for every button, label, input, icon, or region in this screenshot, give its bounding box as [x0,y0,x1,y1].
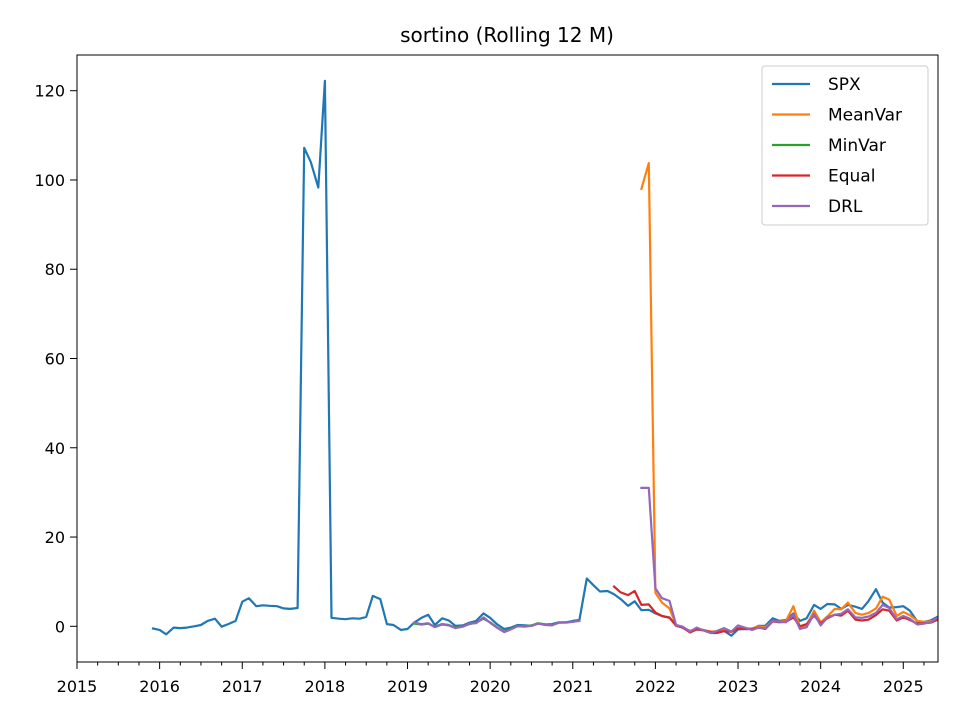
y-tick-label: 120 [34,82,65,101]
legend-box [761,65,929,226]
series-line-meanvar [640,161,938,634]
y-tick-label: 100 [34,171,65,190]
x-tick-label: 2019 [387,677,428,696]
legend-label: Equal [828,167,875,187]
y-axis: 0 20 40 60 80 100 120 [34,82,77,636]
legend-label: MinVar [828,136,886,156]
chart-title: sortino (Rolling 12 M) [400,23,614,47]
x-tick-label: 2025 [883,677,924,696]
y-tick-label: 40 [45,439,65,458]
y-tick-label: 60 [45,350,65,369]
y-tick-label: 0 [55,617,65,636]
legend-label: SPX [828,75,861,95]
x-tick-label: 2015 [57,677,98,696]
legend-label: DRL [828,197,863,217]
legend-label: MeanVar [828,106,902,126]
x-tick-label: 2023 [718,677,759,696]
y-tick-label: 20 [45,528,65,547]
x-axis: 2015 2016 2017 2018 2019 2020 2021 2022 2023 2024… [57,662,925,696]
legend: SPX MeanVar MinVar Equal DRL [761,65,929,226]
x-tick-label: 2017 [222,677,263,696]
x-tick-label: 2022 [635,677,676,696]
plot-lines [151,79,938,637]
series-line-drl [412,486,938,635]
x-tick-label: 2021 [552,677,593,696]
x-tick-label: 2020 [470,677,511,696]
y-tick-label: 80 [45,260,65,279]
x-tick-label: 2024 [800,677,841,696]
x-tick-label: 2018 [305,677,346,696]
x-tick-label: 2016 [139,677,180,696]
